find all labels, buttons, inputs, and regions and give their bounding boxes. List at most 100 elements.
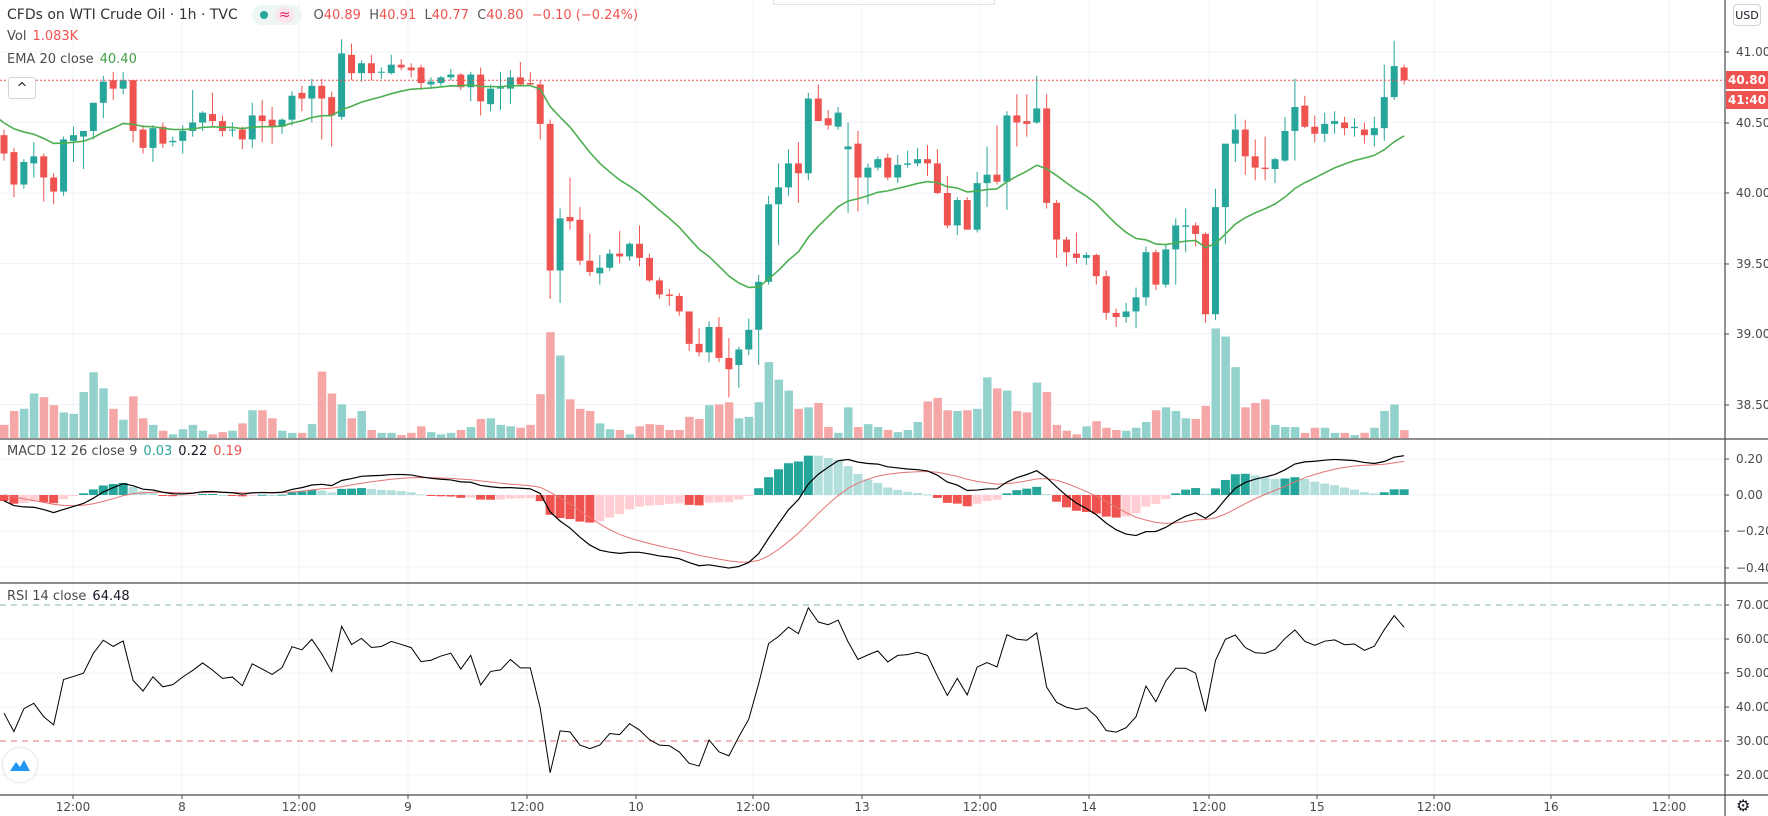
candle-body [407,67,415,71]
volume-bar [208,434,218,438]
volume-bar [536,394,545,438]
macd-histogram-bar [108,484,118,495]
volume-bar [516,427,525,438]
close-label: C [477,7,487,23]
macd-histogram-bar [287,492,297,495]
tradingview-logo-icon[interactable] [3,748,37,782]
ema-value: 40.40 [99,52,137,67]
volume-bar [556,355,565,438]
candle-body [278,119,286,127]
volume-bar [1231,367,1240,438]
volume-bar [228,430,237,438]
time-tick: 16 [1543,800,1559,814]
volume-bar [188,424,198,438]
macd-histogram-bar [942,495,952,503]
volume-bar [337,404,347,438]
volume-bar [913,421,923,438]
macd-tick: −0.40 [1736,561,1768,575]
macd-signal-line [3,460,1405,563]
candle-body [427,81,435,85]
candle-body [357,63,365,74]
candle-body [20,161,28,185]
macd-histogram-bar [337,488,347,495]
volume-bar [129,396,138,438]
macd-line-value: 0.22 [178,444,208,459]
market-status-badge[interactable]: ≈ [251,5,302,25]
candle-body [675,295,683,312]
candle-body [159,126,167,144]
time-tick: 14 [1081,800,1097,814]
macd-histogram-bar [962,495,972,507]
macd-histogram-bar [9,495,19,504]
candle-body [1152,252,1160,285]
macd-histogram-bar [1399,489,1409,495]
candle-body [655,280,663,295]
candle-body [1122,311,1130,318]
candle-body [665,294,673,296]
macd-histogram-bar [1201,493,1211,495]
volume-bar [1171,410,1181,438]
macd-histogram-bar [992,495,1002,500]
macd-histogram-bar [426,495,436,496]
macd-histogram-bar [237,495,247,497]
floating-toolbar-edge [773,0,995,5]
volume-bar [566,399,575,438]
price-tick: 39.00 [1736,327,1768,341]
candle-body [993,174,1001,182]
volume-bar [49,405,59,438]
rsi-tick: 30.00 [1736,734,1768,748]
time-tick: 12:00 [1191,800,1227,814]
volume-bar [258,410,267,438]
close-value: 40.80 [486,7,524,23]
symbol-title[interactable]: CFDs on WTI Crude Oil · 1h · TVC [7,7,238,23]
volume-bar [1022,412,1032,438]
price-tick: 38.50 [1736,398,1768,412]
time-tick: 12:00 [735,800,771,814]
candle-body [348,54,356,74]
volume-bar [933,397,942,438]
time-tick: 8 [178,800,186,814]
macd-line [3,455,1405,569]
macd-histogram-bar [744,495,754,496]
open-label: O [313,7,324,23]
volume-bar [1201,405,1211,438]
candle-body [30,156,38,164]
volume-bar [695,419,704,438]
macd-histogram-bar [178,495,188,497]
volume-bar [645,424,654,438]
ema-legend[interactable]: EMA 20 close 40.40 [7,52,137,67]
volume-bar [198,430,208,438]
candle-body [387,64,395,74]
candle-body [89,102,97,131]
volume-bar [496,424,505,438]
collapse-legend-button[interactable]: ^ [8,77,36,99]
candle-body [40,156,48,178]
macd-histogram-bar [1359,492,1369,495]
macd-legend[interactable]: MACD 12 26 close 9 0.03 0.22 0.19 [7,444,242,459]
volume-bar [635,426,645,438]
volume-bar [873,427,883,438]
candle-body [636,243,644,258]
volume-legend[interactable]: Vol 1.083K [7,29,78,44]
settings-gear-icon[interactable]: ⚙ [1736,796,1751,815]
candle-body [1360,129,1368,136]
macd-histogram-bar [883,487,893,495]
candle-body [1043,108,1051,203]
volume-bar [119,419,128,438]
macd-histogram-bar [585,495,595,523]
candle-body [60,139,68,192]
currency-button[interactable]: USD [1733,4,1761,26]
candle-body [397,64,405,68]
rsi-legend[interactable]: RSI 14 close 64.48 [7,589,130,604]
volume-bar [1161,407,1171,438]
volume-bar [953,410,962,438]
rsi-tick: 40.00 [1736,700,1768,714]
macd-histogram-bar [1131,495,1141,514]
macd-histogram-bar [1181,489,1191,495]
candle-body [119,80,127,89]
volume-bar [1082,426,1091,438]
macd-histogram-bar [505,495,515,499]
volume-bar [1300,432,1310,438]
macd-histogram-bar [1270,479,1280,495]
